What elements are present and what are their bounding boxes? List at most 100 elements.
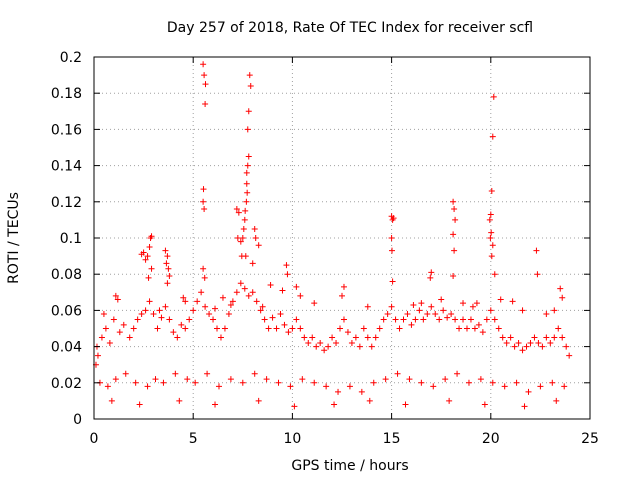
data-point (333, 339, 340, 346)
data-point (244, 189, 251, 196)
data-point (317, 339, 324, 346)
y-tick-label: 0.08 (51, 267, 82, 283)
data-point (481, 401, 488, 408)
data-point (488, 253, 495, 260)
data-point (170, 329, 177, 336)
data-point (241, 285, 248, 292)
data-point (348, 339, 355, 346)
data-point (144, 383, 151, 390)
data-point (201, 274, 208, 281)
data-point (446, 397, 453, 404)
chart-title: Day 257 of 2018, Rate Of TEC Index for r… (167, 20, 533, 36)
data-point (563, 343, 570, 350)
data-point (255, 397, 262, 404)
data-point (477, 376, 484, 383)
data-point (293, 316, 300, 323)
data-point (245, 153, 252, 160)
data-point (244, 162, 251, 169)
data-point (454, 370, 461, 377)
y-tick-label: 0.04 (51, 340, 82, 356)
data-point (245, 292, 252, 299)
data-point (301, 334, 308, 341)
data-point (473, 300, 480, 307)
data-point (388, 303, 395, 310)
data-point (233, 289, 240, 296)
data-point (487, 307, 494, 314)
data-point (442, 376, 449, 383)
data-point (537, 383, 544, 390)
data-point (104, 383, 111, 390)
data-point (212, 305, 219, 312)
data-point (229, 298, 236, 305)
data-point (331, 401, 338, 408)
data-point (94, 352, 101, 359)
data-point (427, 274, 434, 281)
data-point (519, 347, 526, 354)
data-point (491, 316, 498, 323)
data-point (390, 215, 397, 222)
data-point (116, 329, 123, 336)
data-point (352, 334, 359, 341)
data-point (166, 316, 173, 323)
data-point (309, 334, 316, 341)
data-point (521, 403, 528, 410)
data-point (243, 180, 250, 187)
data-point (527, 339, 534, 346)
data-point (456, 325, 463, 332)
data-point (400, 316, 407, 323)
data-point (160, 379, 167, 386)
data-point (340, 316, 347, 323)
data-point (279, 287, 286, 294)
data-point (534, 271, 541, 278)
data-point (201, 206, 208, 213)
data-point (283, 262, 290, 269)
data-point (311, 300, 318, 307)
data-point (259, 303, 266, 310)
data-point (535, 339, 542, 346)
data-point (557, 285, 564, 292)
data-point (227, 301, 234, 308)
data-point (242, 207, 249, 214)
data-point (418, 300, 425, 307)
data-point (206, 311, 213, 318)
data-point (239, 379, 246, 386)
data-point (513, 379, 520, 386)
data-point (164, 280, 171, 287)
data-point (475, 321, 482, 328)
data-point (551, 307, 558, 314)
data-point (490, 93, 497, 100)
data-point (249, 260, 256, 267)
x-tick-label: 5 (189, 431, 198, 447)
data-point (200, 265, 207, 272)
data-point (451, 247, 458, 254)
data-point (291, 403, 298, 410)
data-point (428, 269, 435, 276)
data-point (559, 294, 566, 301)
data-point (284, 271, 291, 278)
data-point (428, 303, 435, 310)
data-point (178, 321, 185, 328)
data-point (200, 186, 207, 193)
data-point (325, 343, 332, 350)
data-point (202, 101, 209, 108)
data-point (376, 325, 383, 332)
data-point (559, 334, 566, 341)
data-point (408, 321, 415, 328)
data-point (152, 376, 159, 383)
data-point (164, 253, 171, 260)
data-point (251, 370, 258, 377)
data-point (253, 298, 260, 305)
data-point (158, 314, 165, 321)
data-point (243, 198, 250, 205)
data-point (176, 397, 183, 404)
data-point (269, 314, 276, 321)
grid-lines (94, 57, 590, 419)
data-point (182, 298, 189, 305)
data-point (202, 81, 209, 88)
data-point (112, 292, 119, 299)
data-point (249, 289, 256, 296)
data-point (366, 397, 373, 404)
x-tick-label: 15 (383, 431, 401, 447)
data-point (460, 316, 467, 323)
data-point (285, 329, 292, 336)
